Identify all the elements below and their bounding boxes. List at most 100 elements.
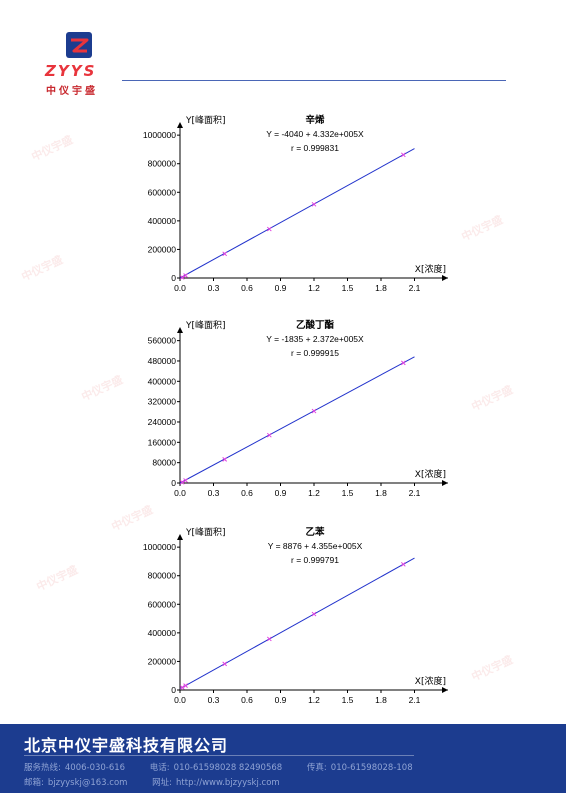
- x-tick-label: 0.6: [241, 488, 253, 498]
- header-divider: [122, 80, 506, 81]
- data-point: [311, 201, 317, 207]
- x-tick-label: 0.3: [208, 695, 220, 705]
- watermark: 中仪宇盛: [469, 653, 515, 684]
- y-axis-label: Y[峰面积]: [185, 526, 226, 538]
- x-tick-label: 1.8: [375, 488, 387, 498]
- regression-equation: Y = -4040 + 4.332e+005X: [266, 129, 364, 139]
- y-axis-label: Y[峰面积]: [185, 319, 226, 331]
- y-tick-label: 200000: [148, 244, 177, 254]
- x-axis-arrow: [442, 480, 448, 486]
- x-axis-label: X[浓度]: [415, 263, 446, 275]
- x-tick-label: 0.9: [275, 283, 287, 293]
- watermark: 中仪宇盛: [459, 213, 505, 244]
- y-tick-label: 480000: [148, 356, 177, 366]
- x-tick-label: 1.2: [308, 283, 320, 293]
- chart-svg: 0.0 0.3 0.6 0.9 1.2 1.5 1.8 2.1 0 80000 160000 2400…: [148, 319, 448, 498]
- web-link[interactable]: http://www.bjzyyskj.com: [176, 778, 280, 788]
- watermark: 中仪宇盛: [19, 253, 65, 284]
- calibration-chart-ethylbenzene: 0.0 0.3 0.6 0.9 1.2 1.5 1.8 2.1 0 200000 400000 600…: [130, 520, 460, 710]
- zyys-logo: ZYYS 中仪宇盛: [40, 30, 120, 97]
- x-axis-label: X[浓度]: [415, 675, 446, 687]
- fax-value: 010-61598028-108: [330, 763, 413, 773]
- y-tick-label: 600000: [148, 187, 177, 197]
- logo-text: ZYYS: [45, 62, 97, 80]
- y-tick-label: 1000000: [143, 130, 176, 140]
- data-point: [179, 685, 185, 690]
- data-point: [179, 274, 185, 280]
- x-tick-label: 0.9: [275, 695, 287, 705]
- x-tick-label: 0.3: [208, 283, 220, 293]
- phone-value: 010-61598028 82490568: [173, 763, 283, 773]
- y-tick-label: 800000: [148, 571, 177, 581]
- watermark: 中仪宇盛: [469, 383, 515, 414]
- x-tick-label: 0.6: [241, 695, 253, 705]
- regression-line: [179, 148, 415, 279]
- data-point: [183, 478, 188, 483]
- footer-divider: [24, 755, 414, 756]
- email-label: 邮箱:: [24, 778, 44, 788]
- regression-equation: Y = -1835 + 2.372e+005X: [266, 334, 364, 344]
- footer-contact-row: 服务热线: 4006-030-616 电话: 010-61598028 824905…: [24, 761, 417, 773]
- y-tick-label: 400000: [148, 216, 177, 226]
- y-tick-label: 200000: [148, 656, 177, 666]
- x-tick-label: 1.8: [375, 695, 387, 705]
- email-link[interactable]: bjzyyskj@163.com: [47, 778, 128, 788]
- y-tick-label: 600000: [148, 599, 177, 609]
- y-tick-label: 320000: [148, 397, 177, 407]
- y-axis-arrow: [177, 534, 183, 540]
- chart-svg: 0.0 0.3 0.6 0.9 1.2 1.5 1.8 2.1 0 200000 400000 600…: [143, 526, 448, 705]
- x-tick-label: 1.5: [342, 283, 354, 293]
- chart-title: 乙酸丁酯: [296, 319, 335, 331]
- fax-label: 传真:: [306, 763, 327, 773]
- x-tick-label: 1.8: [375, 283, 387, 293]
- data-point: [400, 152, 406, 158]
- data-point: [311, 611, 317, 617]
- correlation-coefficient: r = 0.999831: [291, 143, 339, 153]
- y-tick-label: 0: [171, 273, 176, 283]
- y-tick-label: 800000: [148, 159, 177, 169]
- x-axis-arrow: [442, 687, 448, 693]
- x-axis-arrow: [442, 275, 448, 281]
- chart-title: 乙苯: [305, 526, 325, 538]
- y-tick-label: 0: [171, 478, 176, 488]
- data-point: [266, 226, 272, 232]
- y-tick-label: 240000: [148, 417, 177, 427]
- x-tick-label: 2.1: [409, 488, 421, 498]
- data-point: [311, 408, 317, 414]
- data-point: [400, 561, 406, 567]
- x-tick-label: 0.9: [275, 488, 287, 498]
- service-label: 服务热线:: [24, 763, 61, 773]
- data-point: [266, 432, 272, 438]
- x-tick-label: 1.2: [308, 488, 320, 498]
- correlation-coefficient: r = 0.999915: [291, 348, 339, 358]
- y-tick-label: 160000: [148, 437, 177, 447]
- watermark: 中仪宇盛: [29, 133, 75, 164]
- x-tick-label: 0.6: [241, 283, 253, 293]
- regression-line: [179, 356, 415, 484]
- phone-label: 电话:: [149, 763, 170, 773]
- watermark: 中仪宇盛: [34, 563, 80, 594]
- calibration-chart-octene: 0.0 0.3 0.6 0.9 1.2 1.5 1.8 2.1 0 200000 400000 600…: [130, 108, 460, 298]
- web-label: 网址:: [152, 778, 173, 788]
- chart-title: 辛烯: [305, 114, 325, 126]
- data-point: [183, 273, 188, 278]
- calibration-chart-butyl-acetate: 0.0 0.3 0.6 0.9 1.2 1.5 1.8 2.1 0 80000 160000 2400…: [130, 313, 460, 503]
- x-axis-label: X[浓度]: [415, 468, 446, 480]
- y-axis-label: Y[峰面积]: [185, 114, 226, 126]
- y-tick-label: 400000: [148, 628, 177, 638]
- y-tick-label: 0: [171, 685, 176, 695]
- y-tick-label: 80000: [152, 458, 176, 468]
- footer: 北京中仪宇盛科技有限公司 服务热线: 4006-030-616 电话: 010-61…: [0, 724, 566, 793]
- x-tick-label: 0.3: [208, 488, 220, 498]
- service-value: 4006-030-616: [64, 763, 126, 773]
- x-tick-label: 0.0: [174, 695, 186, 705]
- data-point: [179, 479, 185, 485]
- chart-svg: 0.0 0.3 0.6 0.9 1.2 1.5 1.8 2.1 0 200000 400000 600…: [143, 114, 448, 293]
- y-tick-label: 1000000: [143, 542, 176, 552]
- y-tick-label: 400000: [148, 376, 177, 386]
- y-tick-label: 560000: [148, 336, 177, 346]
- x-tick-label: 1.2: [308, 695, 320, 705]
- y-axis-arrow: [177, 122, 183, 128]
- data-point: [222, 661, 228, 667]
- data-point: [222, 251, 228, 257]
